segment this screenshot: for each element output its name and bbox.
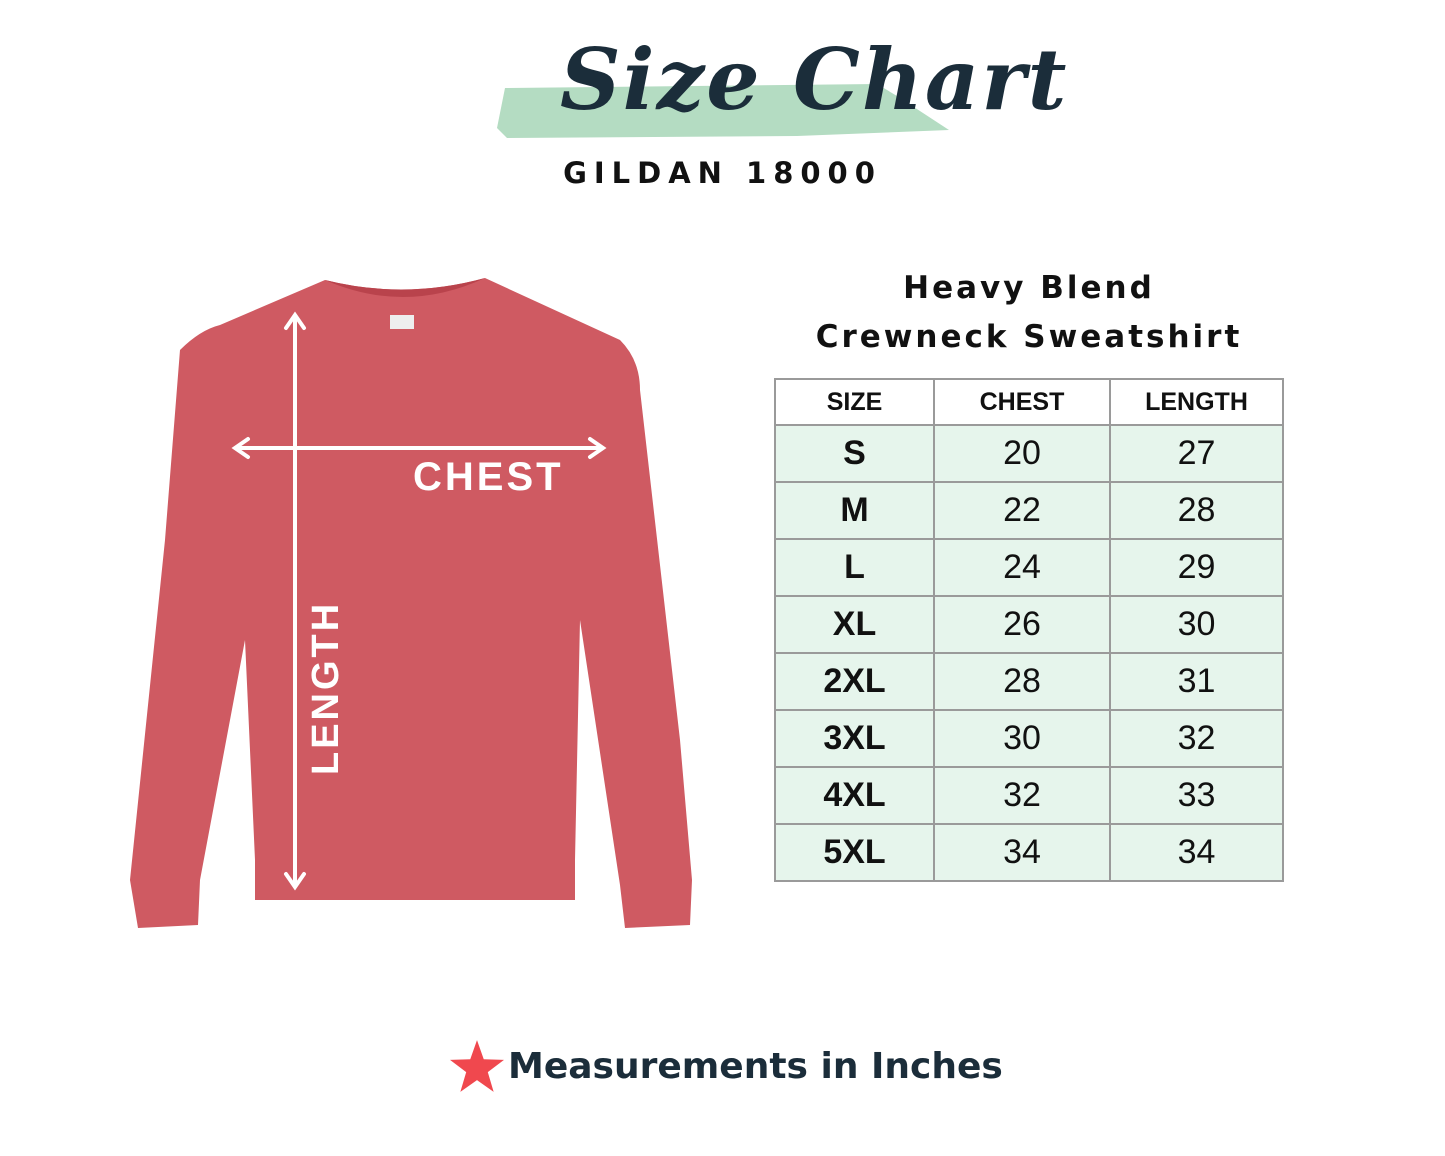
product-line-2: Crewneck Sweatshirt <box>815 319 1243 355</box>
chest-cell: 26 <box>933 595 1111 654</box>
header-chest: CHEST <box>933 378 1111 426</box>
chest-cell: 30 <box>933 709 1111 768</box>
measurement-note-text: Measurements in Inches <box>508 1045 1003 1087</box>
chest-cell: 24 <box>933 538 1111 597</box>
size-cell: 4XL <box>774 766 935 825</box>
table-row: 4XL 32 33 <box>774 766 1284 825</box>
length-cell: 31 <box>1109 652 1284 711</box>
size-cell: 5XL <box>774 823 935 882</box>
chest-cell: 20 <box>933 424 1111 483</box>
length-cell: 29 <box>1109 538 1284 597</box>
length-label: LENGTH <box>305 601 347 775</box>
chest-cell: 28 <box>933 652 1111 711</box>
table-row: M 22 28 <box>774 481 1284 540</box>
chest-cell: 32 <box>933 766 1111 825</box>
table-row: XL 26 30 <box>774 595 1284 654</box>
header-size: SIZE <box>774 378 935 426</box>
product-line-1: Heavy Blend <box>903 270 1155 306</box>
size-cell: S <box>774 424 935 483</box>
table-row: 3XL 30 32 <box>774 709 1284 768</box>
header-length: LENGTH <box>1109 378 1284 426</box>
size-cell: 2XL <box>774 652 935 711</box>
brush-stroke-decoration <box>497 84 949 138</box>
size-table: SIZE CHEST LENGTH S 20 27 M 22 28 L 24 29 XL 26 30 2… <box>774 378 1284 882</box>
page-subtitle: GILDAN 18000 <box>563 156 882 190</box>
length-cell: 32 <box>1109 709 1284 768</box>
chest-cell: 22 <box>933 481 1111 540</box>
length-cell: 27 <box>1109 424 1284 483</box>
table-row: L 24 29 <box>774 538 1284 597</box>
star-icon <box>450 1040 504 1092</box>
page-title: Size Chart <box>560 30 1069 129</box>
chest-label: CHEST <box>413 455 564 499</box>
table-row: S 20 27 <box>774 424 1284 483</box>
size-cell: M <box>774 481 935 540</box>
length-cell: 33 <box>1109 766 1284 825</box>
chest-cell: 34 <box>933 823 1111 882</box>
table-row: 5XL 34 34 <box>774 823 1284 882</box>
size-cell: L <box>774 538 935 597</box>
size-cell: XL <box>774 595 935 654</box>
product-name: Heavy Blend Crewneck Sweatshirt <box>774 264 1284 362</box>
length-cell: 28 <box>1109 481 1284 540</box>
sweatshirt-illustration: CHEST LENGTH <box>130 278 692 928</box>
size-cell: 3XL <box>774 709 935 768</box>
length-cell: 30 <box>1109 595 1284 654</box>
length-cell: 34 <box>1109 823 1284 882</box>
table-row: 2XL 28 31 <box>774 652 1284 711</box>
measurement-note: Measurements in Inches <box>450 1040 1003 1092</box>
